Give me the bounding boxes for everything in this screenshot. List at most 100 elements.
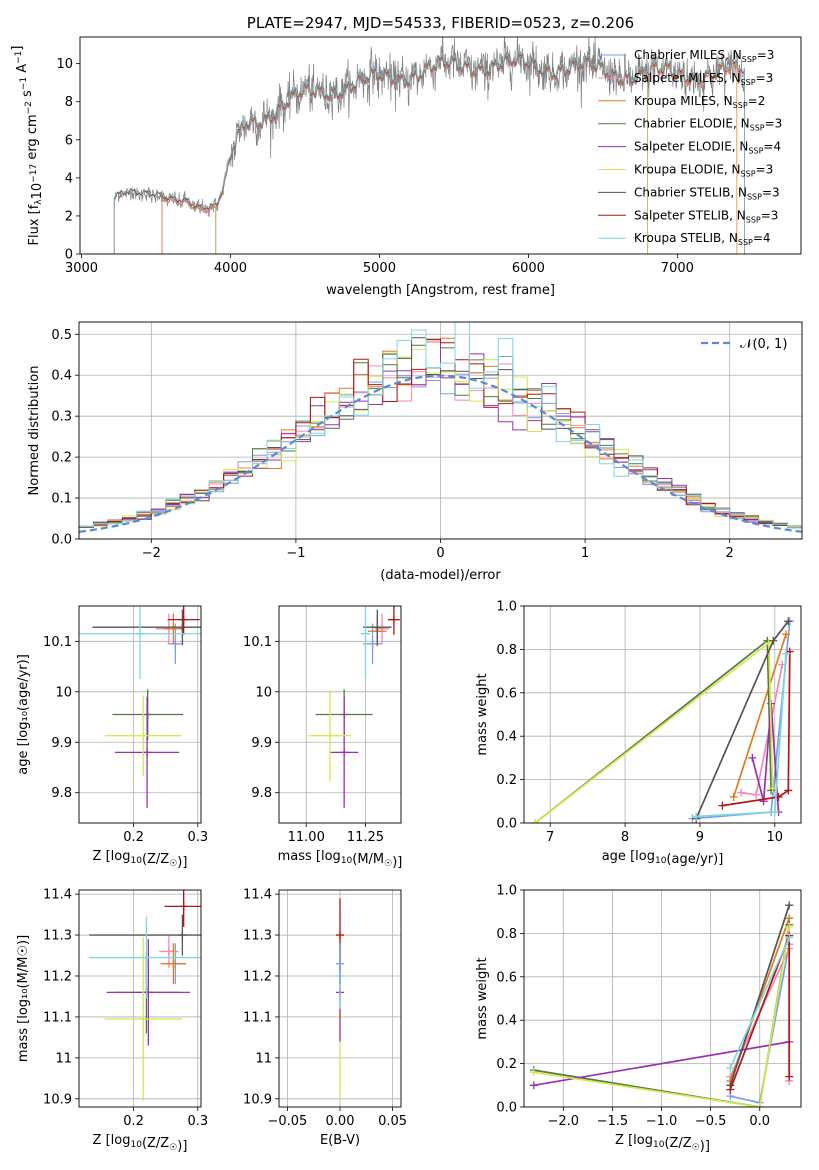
x-tick-label: 7000 [661,261,694,276]
y-tick-label: 4 [65,171,73,186]
x-tick-label: 0.2 [123,830,144,845]
y-tick-label: 0.2 [496,1057,517,1072]
x-axis-label: Z [log10(Z/Z☉)] [93,1133,188,1154]
plot-area-mass_vs_Z [88,890,201,1101]
weight-point [784,786,793,795]
x-tick-label: −2.0 [548,1114,580,1129]
legend-suffix: =4 [763,140,781,154]
x-tick-label: −0.5 [695,1114,727,1129]
legend-label: Chabrier STELIB, N [634,185,747,199]
data-point [169,624,178,633]
weight-point [770,808,779,817]
legend-sub: SSP [746,215,761,224]
y-tick-label: 1.0 [496,884,517,899]
x-axis-label-part: )] [700,1139,710,1154]
legend-entry: Kroupa MILES, NSSP=2 [634,94,765,110]
axes-frame [78,321,803,540]
y-axis-label-part: A [15,64,30,77]
x-tick-label: −1.5 [597,1114,629,1129]
x-axis-label-part: )] [392,855,402,870]
data-point [139,1014,148,1023]
data-point [139,731,148,740]
weight-point [531,819,540,823]
axes-frame [523,889,802,1108]
data-point [178,623,187,632]
x-tick-label: −2 [142,546,161,561]
x-axis-label-part: 10 [655,856,667,866]
data-point [340,748,349,757]
y-axis-label-part: erg cm [25,114,40,163]
y-tick-label: 0.6 [496,686,517,701]
x-tick-label: 0.2 [123,1114,144,1129]
weight-point [768,784,777,793]
weight-point [748,753,757,762]
y-tick-label: 0.4 [496,1014,517,1029]
x-axis-label-part: ☉ [692,1143,700,1153]
weight-point [529,1068,538,1077]
x-tick-label: 0.3 [187,1114,208,1129]
x-axis-label-part: (age/yr)] [666,852,723,867]
panel-mass_vs_Z: 0.2 0.3 10.9 11 11.1 11.2 11.3 11.4 Z [log10(Z/Z… [16,888,208,1154]
weight-line-kroupa-elodie [533,926,791,1107]
axes-frame [278,889,402,1108]
x-axis-label-part: age [log [602,849,655,864]
plot-area-residuals [79,322,802,539]
y-tick-label: 0.2 [496,773,517,788]
weight-point [782,649,791,658]
y-axis-label-part: s [20,90,35,101]
axes-frame [278,605,402,824]
x-tick-label: 0.0 [749,1114,770,1129]
model-spectrum-kroupa-stelib [113,50,745,254]
y-tick-label: 11.2 [43,969,72,984]
y-tick-label: 0.4 [496,730,517,745]
data-point [336,931,344,940]
legend-entry: Salpeter STELIB, NSSP=3 [634,208,778,224]
x-tick-label: 3000 [65,261,98,276]
legend-label: Kroupa ELODIE, N [634,163,741,177]
legend: Chabrier MILES, NSSP=3 Salpeter MILES, NS… [598,48,782,247]
y-tick-label: 0.0 [496,817,517,832]
y-tick-label: 8 [65,95,73,110]
weight-point [784,617,793,626]
x-axis-label-part: (Z/Z [664,1136,691,1151]
plot-area-weight_vs_age [531,617,794,823]
weight-point [737,788,746,797]
plot-area-spectrum [113,37,745,254]
data-point [171,639,180,648]
x-axis-label-part: (M/M [352,852,384,867]
panel-mass_vs_ebv: −0.05 0.00 0.05 10.9 11 11.1 11.2 11.3 11.4 E(B-V… [243,888,407,1148]
legend-suffix: =3 [757,48,775,62]
plot-area-weight_vs_Z [529,901,794,1107]
axes-frame [78,889,202,1108]
plot-area-age_vs_mass [308,606,400,808]
x-axis-label-part: 10 [130,1140,142,1150]
x-axis-label-part: 10 [653,1140,665,1150]
y-tick-label: 0.8 [496,927,517,942]
x-tick-label: 11.00 [288,830,325,845]
legend-label: Chabrier ELODIE, N [634,117,750,131]
legend-entry: Chabrier MILES, NSSP=3 [634,48,774,64]
weight-line-salpeter-stelib [722,651,791,807]
legend-suffix: =3 [756,163,774,177]
x-axis-label-part: 10 [341,856,353,866]
weight-point [785,1072,794,1081]
x-axis-label: E(B-V) [320,1133,360,1148]
y-tick-label: 0.0 [496,1101,517,1116]
legend-label: Salpeter STELIB, N [634,208,746,222]
x-tick-label: 1 [581,546,589,561]
weight-line-salpeter-elodie [751,703,780,813]
weight-point [785,933,794,942]
legend-entry: Kroupa ELODIE, NSSP=3 [634,163,773,179]
x-axis-label-part: 10 [130,856,142,866]
x-tick-label: 2 [726,546,734,561]
x-tick-label: −1.0 [646,1114,678,1129]
weight-point [755,1103,764,1107]
legend-entry: Salpeter MILES, NSSP=3 [634,71,773,87]
y-axis-label-part: Flux [f [27,204,42,245]
y-tick-label: 10.1 [243,635,272,650]
data-point [336,959,344,968]
x-tick-label: 11.25 [347,830,384,845]
y-axis-label: mass weight [475,673,490,755]
y-axis-label-part: −17 [29,164,39,183]
